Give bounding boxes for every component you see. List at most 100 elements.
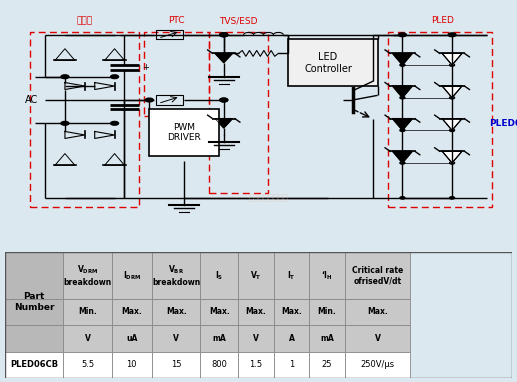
- Bar: [64, 252, 112, 299]
- Text: Critical rate
ofrisedV/dt: Critical rate ofrisedV/dt: [352, 266, 403, 285]
- Text: Max.: Max.: [367, 308, 388, 317]
- Polygon shape: [442, 86, 462, 98]
- Circle shape: [400, 97, 405, 99]
- Bar: [5, 252, 64, 299]
- Text: V$_{\mathregular{T}}$: V$_{\mathregular{T}}$: [250, 269, 262, 282]
- Bar: [238, 299, 273, 325]
- Text: Part
Number: Part Number: [14, 292, 55, 312]
- Circle shape: [400, 64, 405, 66]
- Bar: [273, 325, 309, 352]
- Text: 整流桥: 整流桥: [77, 16, 93, 26]
- Bar: [112, 325, 152, 352]
- Bar: [112, 252, 152, 299]
- Bar: [200, 352, 238, 378]
- Text: I$_{\mathregular{S}}$: I$_{\mathregular{S}}$: [215, 269, 223, 282]
- Text: A: A: [288, 334, 294, 343]
- Bar: [273, 252, 309, 299]
- Text: Max.: Max.: [281, 308, 302, 317]
- Bar: [152, 252, 200, 299]
- Text: 250V/μs: 250V/μs: [360, 361, 394, 369]
- Bar: [112, 299, 152, 325]
- Text: Max.: Max.: [166, 308, 187, 317]
- Bar: [273, 299, 309, 325]
- Bar: [345, 252, 410, 299]
- Polygon shape: [442, 151, 462, 163]
- Circle shape: [220, 33, 227, 37]
- Text: 10: 10: [127, 361, 137, 369]
- Text: Min.: Min.: [317, 308, 336, 317]
- Bar: [5, 299, 64, 325]
- Text: 5.5: 5.5: [81, 361, 94, 369]
- Text: AC: AC: [25, 95, 38, 105]
- Circle shape: [400, 197, 405, 199]
- Text: V: V: [375, 334, 381, 343]
- Text: PLED: PLED: [431, 16, 453, 26]
- Bar: [309, 252, 345, 299]
- Text: ʻI$_{\mathregular{H}}$: ʻI$_{\mathregular{H}}$: [321, 269, 333, 282]
- Text: mA: mA: [320, 334, 334, 343]
- Text: TVS/ESD: TVS/ESD: [219, 16, 258, 26]
- Bar: [345, 325, 410, 352]
- Bar: [200, 299, 238, 325]
- Text: I$_{\mathregular{DRM}}$: I$_{\mathregular{DRM}}$: [123, 269, 141, 282]
- Text: V$_{\mathregular{BR}}$
breakdown: V$_{\mathregular{BR}}$ breakdown: [152, 264, 200, 287]
- Circle shape: [111, 75, 118, 79]
- Text: +: +: [142, 63, 149, 72]
- Circle shape: [450, 162, 454, 164]
- Bar: [238, 352, 273, 378]
- Polygon shape: [392, 53, 413, 65]
- Text: 1: 1: [289, 361, 294, 369]
- Bar: [238, 252, 273, 299]
- FancyBboxPatch shape: [149, 109, 219, 156]
- Text: PLED06CB: PLED06CB: [10, 361, 58, 369]
- Polygon shape: [442, 119, 462, 130]
- Bar: [309, 325, 345, 352]
- Bar: [238, 325, 273, 352]
- Bar: [200, 252, 238, 299]
- Text: V: V: [173, 334, 179, 343]
- Bar: [5, 352, 64, 378]
- Text: 800: 800: [211, 361, 227, 369]
- Circle shape: [450, 129, 454, 131]
- Bar: [309, 352, 345, 378]
- Bar: [112, 352, 152, 378]
- Text: V: V: [253, 334, 259, 343]
- Polygon shape: [392, 86, 413, 98]
- Text: V$_{\mathregular{DRM}}$
breakdown: V$_{\mathregular{DRM}}$ breakdown: [64, 264, 112, 287]
- Bar: [5, 325, 64, 352]
- Text: 1.5: 1.5: [249, 361, 263, 369]
- Circle shape: [450, 64, 454, 66]
- Text: PLED06CB: PLED06CB: [489, 119, 517, 128]
- Text: 上海雷卯电磁兼容: 上海雷卯电磁兼容: [249, 193, 288, 202]
- Text: Max.: Max.: [121, 308, 142, 317]
- Polygon shape: [215, 53, 233, 63]
- Text: Max.: Max.: [209, 308, 230, 317]
- Bar: [200, 325, 238, 352]
- Circle shape: [220, 33, 227, 37]
- Bar: [309, 299, 345, 325]
- Circle shape: [220, 33, 227, 37]
- Bar: [152, 299, 200, 325]
- Text: 25: 25: [322, 361, 332, 369]
- Bar: [64, 352, 112, 378]
- Text: Max.: Max.: [246, 308, 266, 317]
- Bar: [152, 325, 200, 352]
- Text: 15: 15: [171, 361, 181, 369]
- Bar: [345, 299, 410, 325]
- Circle shape: [61, 121, 69, 125]
- FancyBboxPatch shape: [288, 39, 377, 86]
- Polygon shape: [215, 119, 233, 128]
- Circle shape: [61, 75, 69, 79]
- Circle shape: [400, 129, 405, 131]
- Circle shape: [450, 197, 454, 199]
- Bar: [345, 352, 410, 378]
- Circle shape: [450, 97, 454, 99]
- Bar: [273, 352, 309, 378]
- Circle shape: [111, 121, 118, 125]
- Bar: [152, 352, 200, 378]
- Text: V: V: [85, 334, 90, 343]
- Text: LED
Controller: LED Controller: [304, 52, 352, 73]
- Text: PTC: PTC: [169, 16, 185, 26]
- Circle shape: [400, 162, 405, 164]
- Circle shape: [399, 33, 406, 37]
